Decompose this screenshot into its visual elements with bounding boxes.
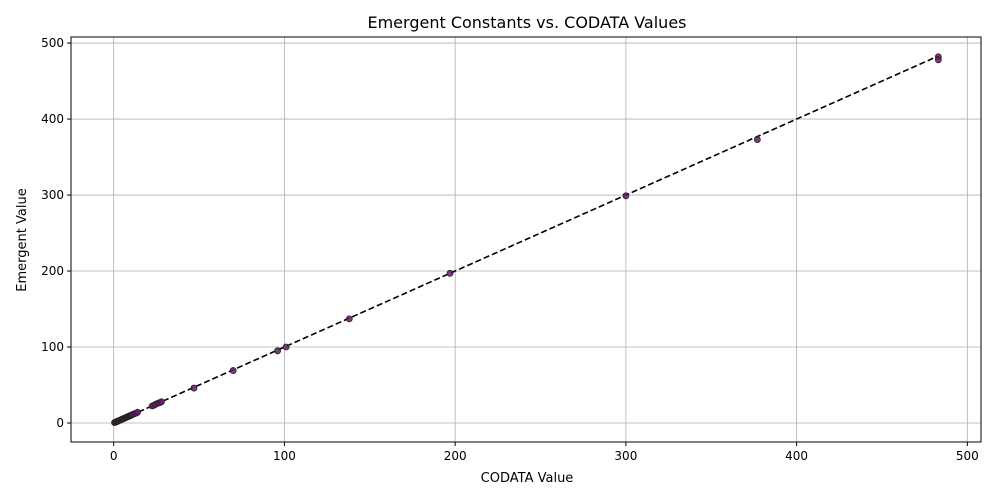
data-point — [134, 408, 141, 416]
data-points — [111, 53, 942, 427]
x-axis-ticks: 0 100 200 300 400 500 — [110, 442, 979, 463]
data-point — [934, 56, 942, 64]
y-tick-label: 500 — [41, 36, 64, 50]
x-tick-label: 100 — [273, 449, 296, 463]
data-point — [229, 367, 237, 374]
reference-line — [113, 55, 939, 424]
chart-title: Emergent Constants vs. CODATA Values — [367, 13, 686, 32]
y-tick-label: 400 — [41, 112, 64, 126]
data-point — [282, 343, 290, 351]
y-tick-label: 0 — [56, 416, 64, 430]
data-point — [753, 136, 761, 143]
x-tick-label: 500 — [956, 449, 979, 463]
x-axis-label: CODATA Value — [481, 471, 574, 486]
x-tick-label: 300 — [614, 449, 637, 463]
x-tick-label: 400 — [785, 449, 808, 463]
data-point — [274, 347, 281, 355]
grid — [71, 37, 981, 442]
data-point — [345, 315, 353, 323]
data-point — [190, 384, 198, 392]
y-axis-ticks: 0 100 200 300 400 500 — [41, 36, 71, 430]
x-tick-label: 0 — [110, 449, 118, 463]
x-tick-label: 200 — [444, 449, 467, 463]
y-tick-label: 100 — [41, 340, 64, 354]
data-point — [622, 192, 630, 200]
y-tick-label: 200 — [41, 264, 64, 278]
data-point — [446, 269, 454, 277]
data-point — [158, 398, 165, 406]
y-tick-label: 300 — [41, 188, 64, 202]
plot-area-frame — [70, 36, 982, 443]
y-axis-label: Emergent Value — [15, 188, 30, 291]
